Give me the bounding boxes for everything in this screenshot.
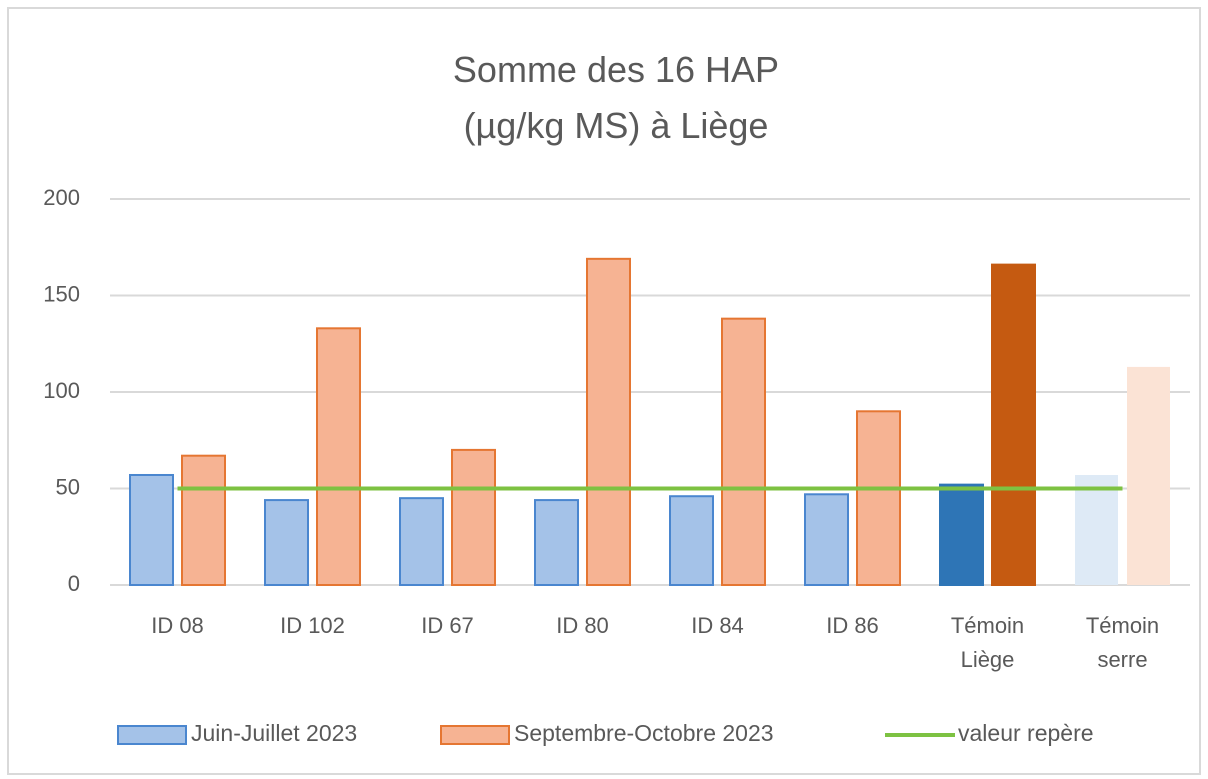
x-tick-label: ID 67 [421, 613, 474, 638]
x-tick-label: ID 80 [556, 613, 609, 638]
x-tick-label: ID 102 [280, 613, 345, 638]
x-tick-label: ID 84 [691, 613, 744, 638]
bar [1127, 366, 1170, 585]
bar [316, 327, 361, 586]
bar [1075, 474, 1118, 585]
x-tick-label: Témoin Liège [951, 613, 1024, 672]
legend-swatch [440, 725, 510, 745]
x-tick-label: ID 86 [826, 613, 879, 638]
y-tick-label: 0 [68, 571, 80, 596]
y-tick-label: 50 [56, 474, 80, 499]
bar [264, 499, 309, 586]
bar [856, 410, 901, 586]
bar [991, 263, 1036, 586]
legend-label: valeur repère [958, 720, 1094, 746]
chart-title: Somme des 16 HAP (µg/kg MS) à Liège [453, 49, 779, 146]
bar [721, 317, 766, 586]
bar [451, 448, 496, 586]
bar [534, 499, 579, 586]
bar [669, 495, 714, 586]
y-tick-label: 100 [43, 378, 80, 403]
legend-swatch [117, 725, 187, 745]
bar [129, 473, 174, 586]
y-tick-label: 150 [43, 281, 80, 306]
y-tick-label: 200 [43, 185, 80, 210]
legend-label: Septembre-Octobre 2023 [514, 720, 774, 746]
bar [939, 483, 984, 587]
bar [181, 454, 226, 586]
bar [399, 497, 444, 586]
x-tick-label: Témoin serre [1086, 613, 1159, 672]
x-tick-label: ID 08 [151, 613, 204, 638]
legend-label: Juin-Juillet 2023 [191, 720, 357, 746]
bar [804, 493, 849, 587]
bar [586, 257, 631, 586]
